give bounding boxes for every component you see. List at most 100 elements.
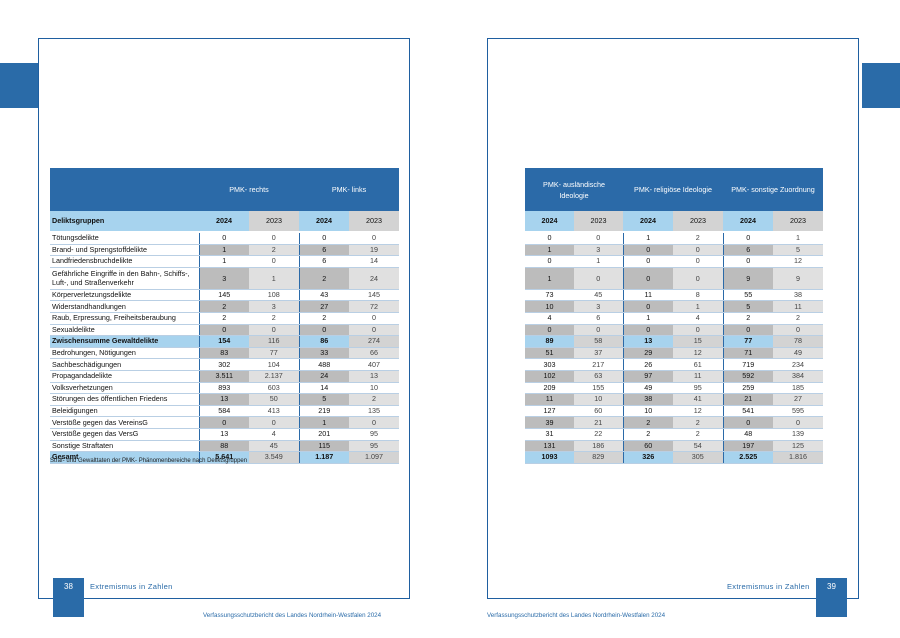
table-cell: 145 [349,289,400,302]
table-cell: 5 [722,300,773,313]
table-cell: 5 [298,393,350,406]
row-label: Sexualdelikte [50,324,200,337]
table-row: Volksverhetzungen 893 603 14 10 [50,382,400,395]
table-cell: 6 [722,244,773,257]
table-cell: 27 [773,393,823,406]
group-header: PMK- sonstige Zuordnung [723,168,823,211]
table-row: Gesamt 5.641 3.549 1.187 1.097 [50,451,400,464]
year-header: 2024 [299,211,350,231]
section-title: Extremismus in Zahlen [90,582,173,591]
table-cell: 302 [198,358,249,371]
row-label: Körperverletzungsdelikte [50,289,200,302]
table-row: Sachbeschädigungen 302 104 488 407 [50,358,400,371]
table-cell: 185 [773,382,823,395]
page-number: 38 [53,578,84,617]
table-cell: 77 [722,335,773,348]
table-cell: 0 [622,324,673,337]
table-cell: 12 [673,405,723,418]
table-cell: 0 [673,255,723,268]
table-cell: 219 [298,405,350,418]
table-cell: 11 [773,300,823,313]
table-cell: 274 [349,335,400,348]
table-row: Raub, Erpressung, Freiheitsberaubung 2 2 2 0 [50,312,400,325]
table-cell: 234 [773,358,823,371]
table-cell: 3.549 [249,451,300,464]
row-label: Propagandadelikte [50,370,200,383]
table-cell: 6 [298,255,350,268]
table-row: Propagandadelikte 3.511 2.137 24 13 [50,370,400,383]
table-cell: 41 [673,393,723,406]
table-cell: 49 [773,347,823,360]
table-cell: 104 [249,358,300,371]
table-cell: 3 [198,267,249,290]
table-cell: 45 [574,289,623,302]
table-cell: 384 [773,370,823,383]
year-header: 2024 [623,211,673,231]
table-cell: 131 [525,440,574,453]
table-cell: 595 [773,405,823,418]
table-cell: 50 [249,393,300,406]
table-cell: 3.511 [198,370,249,383]
table-cell: 209 [525,382,574,395]
table-cell: 0 [722,255,773,268]
table-cell: 115 [298,440,350,453]
table-row: 11 10 38 41 21 27 [525,393,823,406]
table-cell: 488 [298,358,350,371]
header-blank [50,168,199,211]
row-label: Brand- und Sprengstoffdelikte [50,244,200,257]
table-cell: 1 [298,416,350,429]
table-row: Widerstandhandlungen 2 3 27 72 [50,300,400,313]
table-row: 127 60 10 12 541 595 [525,405,823,418]
table-cell: 0 [198,416,249,429]
table-cell: 5 [773,244,823,257]
column-label-header: Deliktsgruppen [50,211,199,231]
table-row: Körperverletzungsdelikte 145 108 43 145 [50,289,400,302]
row-label: Beleidigungen [50,405,200,418]
table-cell: 13 [198,393,249,406]
table-cell: 3 [574,244,623,257]
footer-text: Verfassungsschutzbericht des Landes Nord… [487,612,666,619]
table-cell: 11 [525,393,574,406]
table-cell: 259 [722,382,773,395]
table-cell: 541 [722,405,773,418]
table-cell: 2 [198,300,249,313]
table-cell: 0 [249,324,300,337]
table-row: 0 1 0 0 0 12 [525,255,823,268]
table-cell: 45 [249,440,300,453]
table-cell: 0 [722,324,773,337]
table-cell: 61 [673,358,723,371]
table-cell: 326 [622,451,673,464]
table-cell: 116 [249,335,300,348]
table-cell: 37 [574,347,623,360]
table-row: 1093 829 326 305 2.525 1.816 [525,451,823,464]
table-row: 31 22 2 2 48 139 [525,428,823,441]
table-caption: Straf- und Gewalttaten der PMK- Phänomen… [50,458,248,464]
table-cell: 603 [249,382,300,395]
table-cell: 43 [298,289,350,302]
table-cell: 9 [773,267,823,290]
table-cell: 12 [773,255,823,268]
table-cell: 102 [525,370,574,383]
table-cell: 0 [525,324,574,337]
table-cell: 2 [298,267,350,290]
table-cell: 8 [673,289,723,302]
table-cell: 26 [622,358,673,371]
table-cell: 108 [249,289,300,302]
table-cell: 2 [198,312,249,325]
table-cell: 33 [298,347,350,360]
table-cell: 0 [349,312,400,325]
table-cell: 63 [574,370,623,383]
table-cell: 60 [622,440,673,453]
page-number: 39 [816,578,847,617]
table-row: Sexualdelikte 0 0 0 0 [50,324,400,337]
table-cell: 83 [198,347,249,360]
table-cell: 0 [525,255,574,268]
table-cell: 15 [673,335,723,348]
table-cell: 2 [622,416,673,429]
table-cell: 0 [722,233,773,245]
table-cell: 1 [525,244,574,257]
table-cell: 19 [349,244,400,257]
table-cell: 4 [673,312,723,325]
